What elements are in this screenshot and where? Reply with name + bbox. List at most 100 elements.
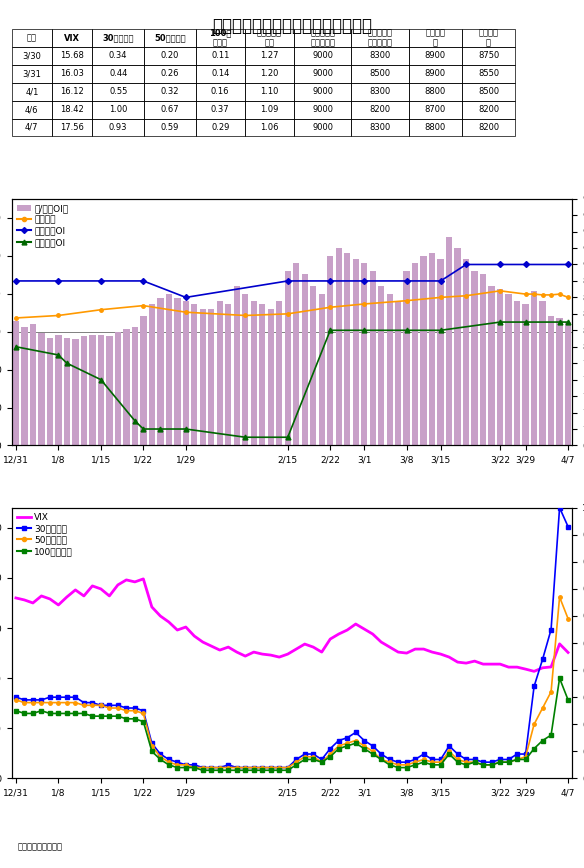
- Bar: [540, 301, 546, 483]
- Text: 4/7: 4/7: [25, 123, 39, 132]
- Text: 0.29: 0.29: [211, 123, 230, 132]
- Bar: [245, 65, 294, 82]
- Bar: [157, 298, 164, 483]
- Bar: [144, 82, 196, 101]
- Text: 0.34: 0.34: [109, 51, 127, 61]
- Text: 0.59: 0.59: [161, 123, 179, 132]
- Bar: [565, 322, 571, 483]
- Bar: [245, 101, 294, 119]
- Bar: [64, 338, 70, 483]
- Bar: [234, 286, 240, 483]
- Bar: [352, 101, 409, 119]
- Bar: [480, 273, 486, 483]
- Bar: [523, 304, 529, 483]
- Text: 3/30: 3/30: [22, 51, 41, 61]
- Bar: [259, 304, 266, 483]
- Bar: [114, 332, 121, 483]
- Bar: [52, 119, 92, 136]
- Bar: [409, 82, 462, 101]
- Bar: [284, 271, 291, 483]
- Bar: [294, 82, 352, 101]
- Bar: [12, 82, 52, 101]
- Text: 1.00: 1.00: [109, 105, 127, 114]
- Bar: [497, 289, 503, 483]
- Bar: [294, 65, 352, 82]
- Text: 17.56: 17.56: [60, 123, 84, 132]
- Bar: [144, 29, 196, 47]
- Bar: [245, 119, 294, 136]
- Bar: [462, 29, 515, 47]
- Bar: [387, 293, 393, 483]
- Text: 4/1: 4/1: [25, 87, 39, 96]
- Bar: [92, 101, 144, 119]
- Bar: [245, 82, 294, 101]
- Text: 統一期貨研究所製作: 統一期貨研究所製作: [18, 842, 62, 852]
- Bar: [149, 304, 155, 483]
- Bar: [98, 334, 104, 483]
- Text: 18.42: 18.42: [60, 105, 84, 114]
- Text: 9000: 9000: [312, 87, 333, 96]
- Text: 0.55: 0.55: [109, 87, 127, 96]
- Bar: [52, 29, 92, 47]
- Bar: [191, 304, 197, 483]
- Text: 0.20: 0.20: [161, 51, 179, 61]
- Bar: [12, 47, 52, 65]
- Bar: [30, 324, 36, 483]
- Bar: [409, 101, 462, 119]
- Text: 30日百分位: 30日百分位: [102, 34, 134, 43]
- Text: 選擇權波動率指數與賣買權未平倉比: 選擇權波動率指數與賣買權未平倉比: [212, 16, 372, 35]
- Bar: [294, 29, 352, 47]
- Text: 賣買權未平
倉比: 賣買權未平 倉比: [257, 29, 282, 48]
- Bar: [352, 82, 409, 101]
- Bar: [92, 82, 144, 101]
- Bar: [200, 309, 206, 483]
- Bar: [310, 286, 317, 483]
- Text: 8700: 8700: [425, 105, 446, 114]
- Text: 8300: 8300: [370, 87, 391, 96]
- Bar: [174, 298, 180, 483]
- Text: 1.27: 1.27: [260, 51, 279, 61]
- Text: 9000: 9000: [312, 123, 333, 132]
- Bar: [12, 29, 52, 47]
- Text: 0.26: 0.26: [161, 69, 179, 78]
- Text: 8550: 8550: [478, 69, 499, 78]
- Text: 8800: 8800: [425, 87, 446, 96]
- Bar: [352, 29, 409, 47]
- Bar: [72, 339, 79, 483]
- Bar: [196, 65, 245, 82]
- Bar: [131, 327, 138, 483]
- Text: 8800: 8800: [425, 123, 446, 132]
- Bar: [55, 334, 61, 483]
- Bar: [196, 82, 245, 101]
- Bar: [92, 119, 144, 136]
- Bar: [123, 328, 130, 483]
- Text: 8200: 8200: [478, 105, 499, 114]
- Text: 3/31: 3/31: [22, 69, 41, 78]
- Bar: [462, 119, 515, 136]
- Bar: [217, 301, 223, 483]
- Text: 100日
百分位: 100日 百分位: [209, 29, 231, 48]
- Bar: [276, 301, 283, 483]
- Text: 8300: 8300: [370, 51, 391, 61]
- Text: 1.20: 1.20: [260, 69, 279, 78]
- Bar: [318, 293, 325, 483]
- Bar: [420, 255, 427, 483]
- Text: 近賣權最
大: 近賣權最 大: [478, 29, 499, 48]
- Bar: [294, 47, 352, 65]
- Bar: [327, 255, 333, 483]
- Text: 1.10: 1.10: [260, 87, 279, 96]
- Bar: [548, 316, 554, 483]
- Bar: [140, 316, 147, 483]
- Bar: [462, 82, 515, 101]
- Text: 0.67: 0.67: [161, 105, 179, 114]
- Bar: [196, 29, 245, 47]
- Legend: VIX, 30日百分位, 50日百分位, 100日百分位: VIX, 30日百分位, 50日百分位, 100日百分位: [16, 512, 74, 556]
- Text: 1.06: 1.06: [260, 123, 279, 132]
- Bar: [294, 101, 352, 119]
- Bar: [12, 119, 52, 136]
- Legend: 賣/買權OI比, 加權指數, 買權最大OI, 賣權最大OI: 賣/買權OI比, 加權指數, 買權最大OI, 賣權最大OI: [16, 203, 69, 247]
- Bar: [89, 334, 96, 483]
- Bar: [92, 29, 144, 47]
- Text: 8200: 8200: [478, 123, 499, 132]
- Text: 買權最大未
平倉履約價: 買權最大未 平倉履約價: [310, 29, 335, 48]
